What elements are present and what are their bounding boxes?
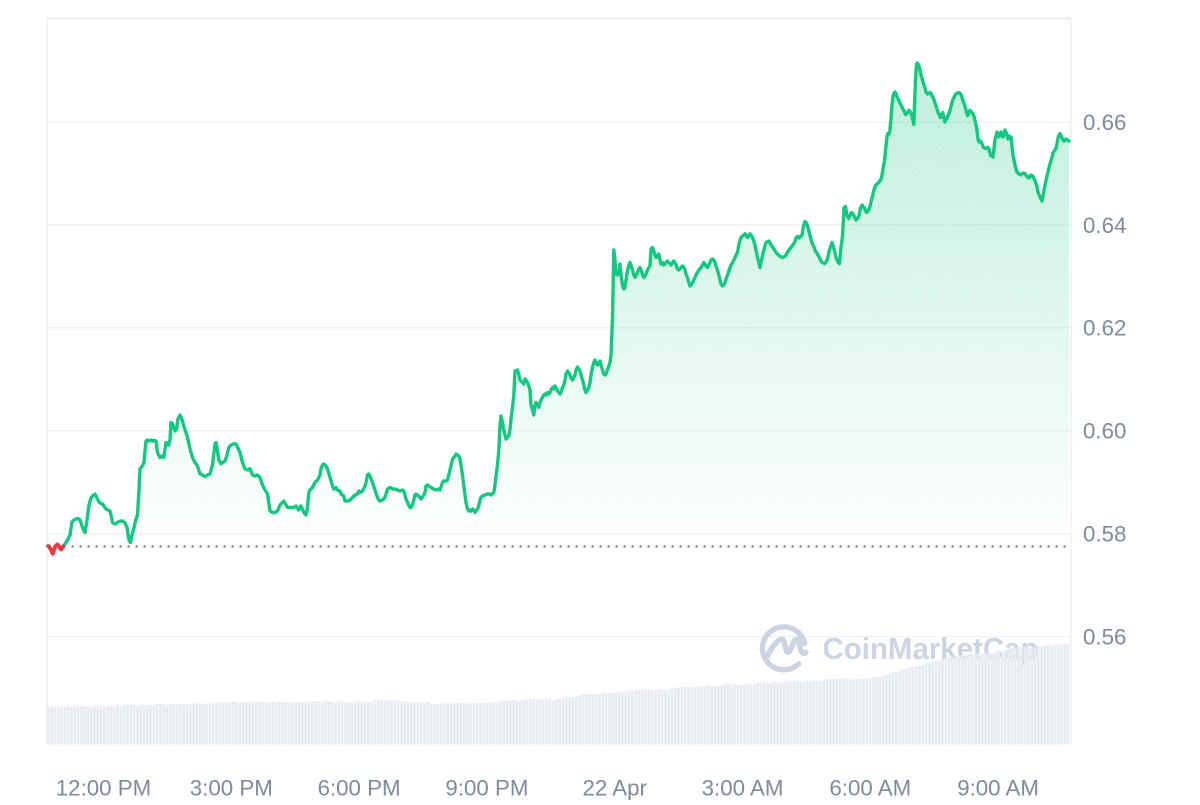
svg-text:0.66: 0.66 xyxy=(1083,110,1126,135)
svg-text:3:00 PM: 3:00 PM xyxy=(190,775,273,800)
svg-text:12:00 PM: 12:00 PM xyxy=(56,775,151,800)
svg-text:0.56: 0.56 xyxy=(1083,624,1126,649)
svg-text:0.60: 0.60 xyxy=(1083,419,1126,444)
svg-text:0.62: 0.62 xyxy=(1083,316,1126,341)
svg-text:9:00 AM: 9:00 AM xyxy=(957,775,1039,800)
svg-text:3:00 AM: 3:00 AM xyxy=(702,775,784,800)
svg-text:22 Apr: 22 Apr xyxy=(582,775,647,800)
svg-text:9:00 PM: 9:00 PM xyxy=(445,775,528,800)
svg-text:6:00 PM: 6:00 PM xyxy=(318,775,401,800)
svg-text:0.58: 0.58 xyxy=(1083,522,1126,547)
svg-text:6:00 AM: 6:00 AM xyxy=(829,775,911,800)
svg-text:0.64: 0.64 xyxy=(1083,213,1126,238)
